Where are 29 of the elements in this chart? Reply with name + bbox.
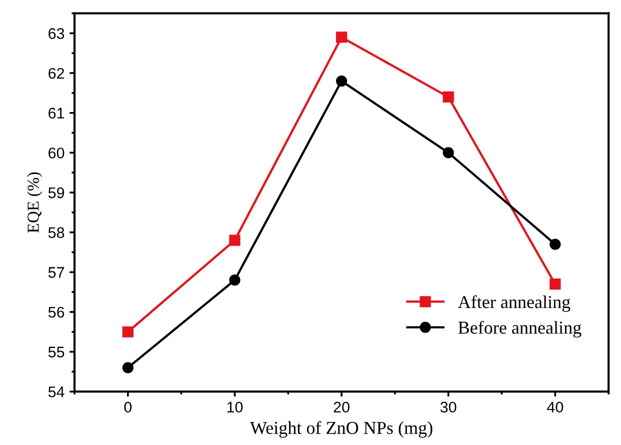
y-axis-title: EQE (%): [27, 172, 42, 233]
y-tick-label: 60: [48, 148, 64, 158]
y-tick-label: 54: [48, 386, 64, 398]
x-tick-label: 20: [334, 402, 350, 413]
legend-label: Before annealing: [458, 320, 582, 338]
point: [442, 91, 454, 103]
point: [336, 75, 348, 87]
point: [550, 238, 561, 250]
y-tick-label: 56: [48, 306, 64, 318]
x-tick-label: 0: [124, 402, 132, 413]
y-tick-label: 57: [48, 267, 64, 278]
point: [122, 326, 134, 338]
x-axis-title: Weight of ZnO NPs (mg): [250, 421, 432, 438]
y-tick-label: 62: [48, 68, 64, 79]
y-tick-label: 59: [48, 187, 64, 198]
legend-label: After annealing: [458, 295, 570, 312]
y-tick-label: 61: [48, 108, 64, 119]
point: [229, 234, 240, 246]
x-tick-label: 30: [440, 402, 456, 413]
point: [550, 278, 561, 290]
x-tick-label: 40: [547, 402, 564, 413]
point: [229, 274, 240, 286]
y-tick-label: 55: [48, 346, 64, 358]
point: [442, 147, 454, 158]
y-tick-label: 58: [48, 227, 64, 238]
point: [122, 362, 134, 374]
x-tick-label: 10: [227, 402, 243, 413]
point: [336, 32, 348, 43]
y-tick-label: 63: [48, 28, 64, 39]
